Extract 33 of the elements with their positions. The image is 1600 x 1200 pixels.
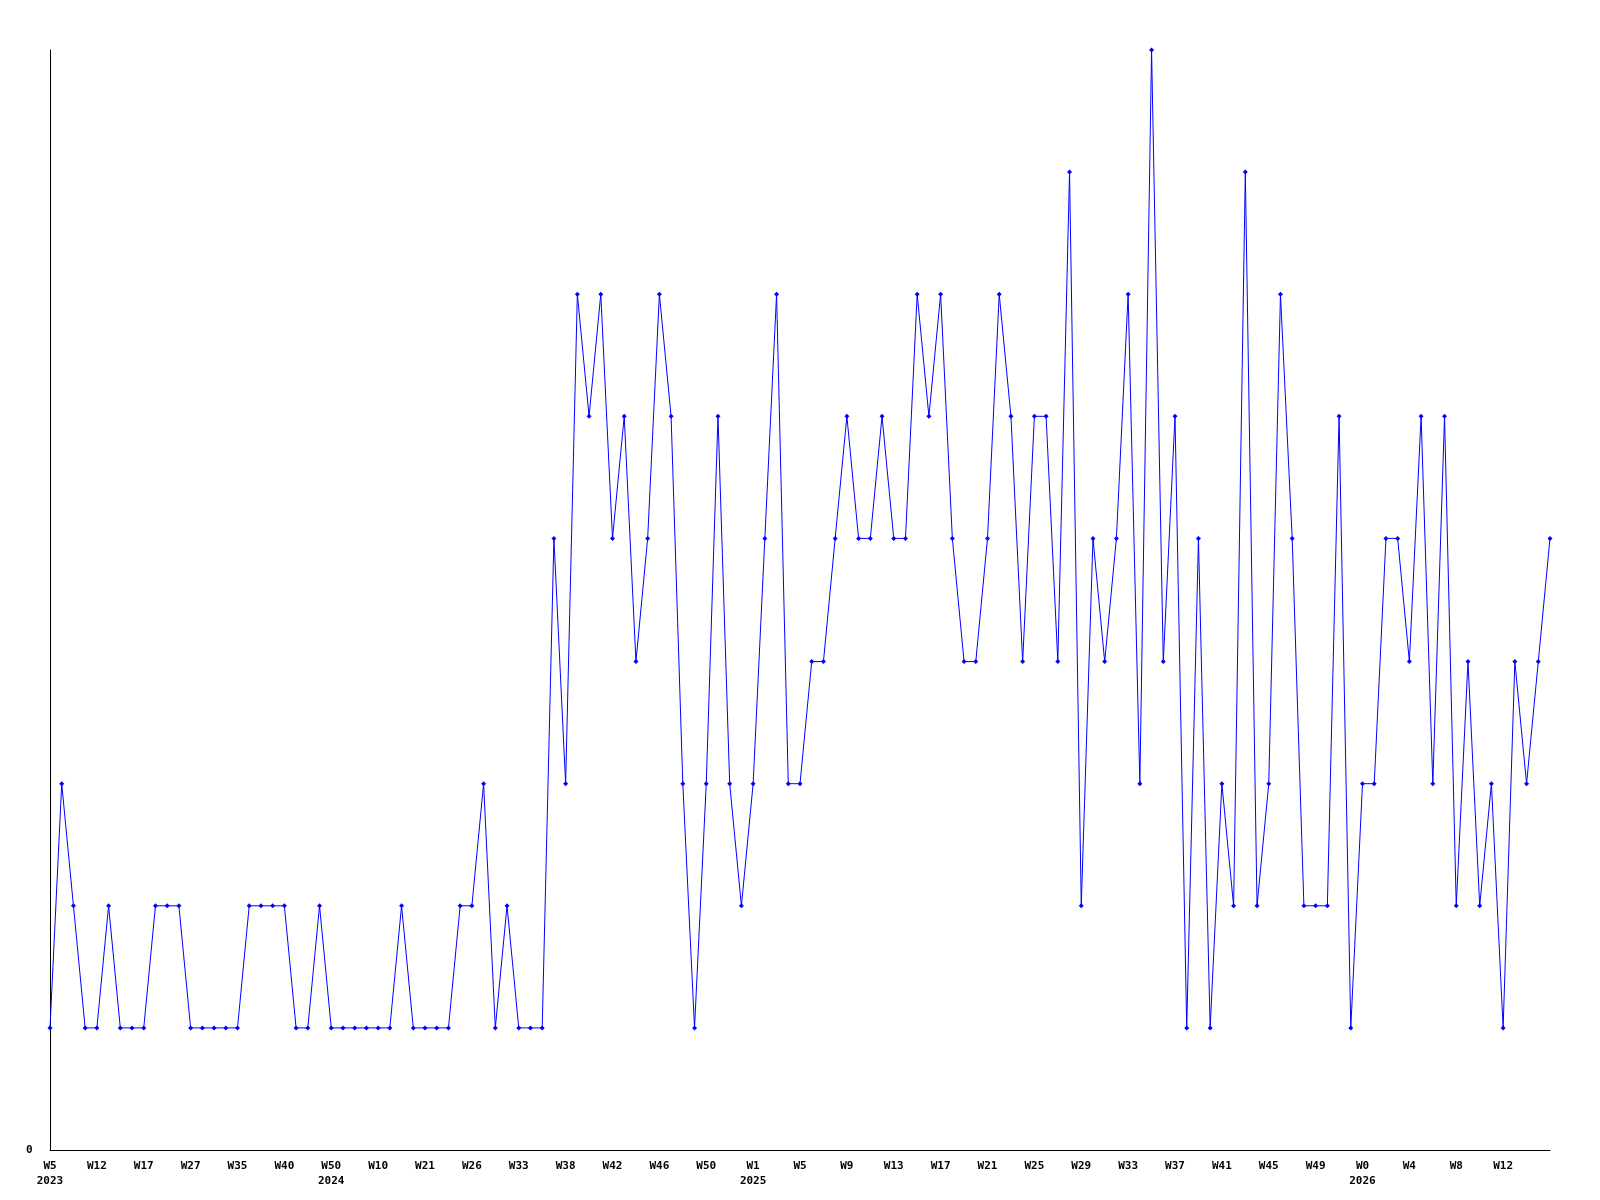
x-tick-label: W12 [86, 1159, 107, 1172]
x-tick-label: W17 [133, 1159, 154, 1172]
text: 0 [26, 1143, 33, 1156]
x-tick-label: W46 [649, 1159, 670, 1172]
x-tick-label: W41 [1211, 1159, 1233, 1172]
x-tick-label: W10 [368, 1159, 389, 1172]
x-tick-label: W5 [793, 1159, 807, 1172]
x-tick-label: W50 2024 [318, 1159, 345, 1187]
x-tick-label: W29 [1071, 1159, 1092, 1172]
x-tick-label: W50 [696, 1159, 717, 1172]
x-tick-label: W17 [930, 1159, 951, 1172]
x-tick-label: W21 [977, 1159, 998, 1172]
x-tick-label: W37 [1165, 1159, 1185, 1172]
x-tick-label: W49 [1305, 1159, 1326, 1172]
x-tick-label: W0 2026 [1349, 1159, 1377, 1187]
x-tick-label: W25 [1024, 1159, 1045, 1172]
x-tick-label: W45 [1258, 1159, 1279, 1172]
x-tick-label: W21 [415, 1159, 436, 1172]
x-tick-label: W27 [180, 1159, 201, 1172]
x-tick-label: W35 [227, 1159, 248, 1172]
x-tick-label: W8 [1449, 1159, 1463, 1172]
x-tick-label: W13 [883, 1159, 904, 1172]
x-tick-label: W12 [1493, 1159, 1514, 1172]
x-tick-label: W5 2023 [36, 1159, 64, 1187]
x-tick-label: W4 [1402, 1159, 1417, 1172]
x-tick-label: W38 [555, 1159, 576, 1172]
x-tick-label: W42 [602, 1159, 623, 1172]
x-tick-label: W1 2025 [739, 1159, 767, 1187]
x-tick-label: W40 [274, 1159, 295, 1172]
x-tick-label: W9 [840, 1159, 854, 1172]
x-tick-label: W33 [1118, 1159, 1139, 1172]
x-tick-label: W33 [508, 1159, 529, 1172]
x-tick-label: W26 [461, 1159, 483, 1172]
